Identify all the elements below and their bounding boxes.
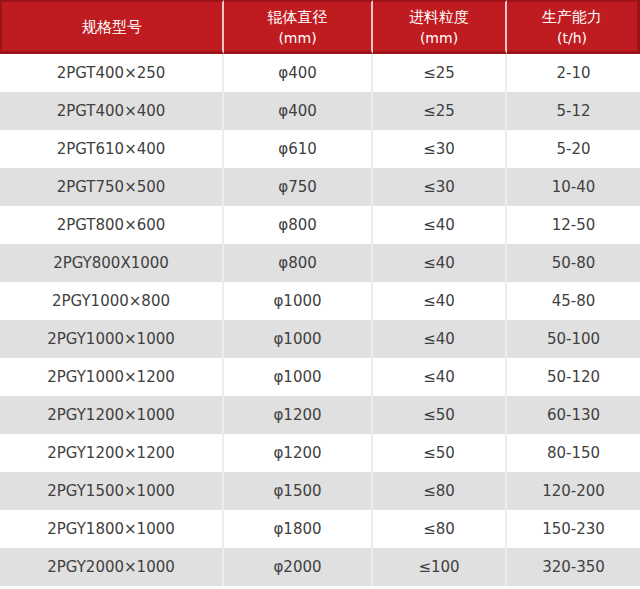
column-header-2: 辊体直径(mm) <box>224 0 373 54</box>
table-body: 2PGT400×250φ400≤252-102PGT400×400φ400≤25… <box>0 54 640 586</box>
column-header-label: 进料粒度 <box>373 6 505 28</box>
table-cell: φ2000 <box>224 548 373 586</box>
table-cell: 12-50 <box>507 206 640 244</box>
table-row: 2PGY1800×1000φ1800≤80150-230 <box>0 510 640 548</box>
table-cell: φ1500 <box>224 472 373 510</box>
table-cell: ≤40 <box>373 282 507 320</box>
table-cell: φ800 <box>224 206 373 244</box>
table-row: 2PGT610×400φ610≤305-20 <box>0 130 640 168</box>
table-cell: ≤25 <box>373 92 507 130</box>
table-cell: 45-80 <box>507 282 640 320</box>
column-header-unit: (mm) <box>373 28 505 48</box>
table-cell: 50-80 <box>507 244 640 282</box>
table-cell: φ1200 <box>224 396 373 434</box>
table-cell: ≤40 <box>373 244 507 282</box>
table-cell: 2PGY1000×1000 <box>0 320 224 358</box>
table-cell: 5-20 <box>507 130 640 168</box>
table-cell: φ1000 <box>224 320 373 358</box>
table-cell: φ1200 <box>224 434 373 472</box>
table-row: 2PGY1200×1200φ1200≤5080-150 <box>0 434 640 472</box>
table-cell: 2PGY2000×1000 <box>0 548 224 586</box>
table-cell: ≤30 <box>373 168 507 206</box>
table-cell: 2PGY1000×1200 <box>0 358 224 396</box>
table-cell: 50-120 <box>507 358 640 396</box>
table-cell: 5-12 <box>507 92 640 130</box>
table-cell: ≤50 <box>373 396 507 434</box>
table-cell: 2-10 <box>507 54 640 92</box>
table-cell: φ1800 <box>224 510 373 548</box>
table-cell: 320-350 <box>507 548 640 586</box>
table-cell: 150-230 <box>507 510 640 548</box>
table-header: 规格型号辊体直径(mm)进料粒度(mm)生产能力(t/h) <box>0 0 640 54</box>
table-row: 2PGT400×250φ400≤252-10 <box>0 54 640 92</box>
table-cell: 2PGY1500×1000 <box>0 472 224 510</box>
table-cell: φ750 <box>224 168 373 206</box>
table-cell: 50-100 <box>507 320 640 358</box>
table-cell: ≤25 <box>373 54 507 92</box>
table-cell: φ1000 <box>224 282 373 320</box>
column-header-unit: (t/h) <box>507 28 637 48</box>
column-header-unit: (mm) <box>224 28 371 48</box>
table-cell: φ1000 <box>224 358 373 396</box>
table-row: 2PGY1000×1000φ1000≤4050-100 <box>0 320 640 358</box>
table-cell: 2PGY1200×1200 <box>0 434 224 472</box>
table-cell: 120-200 <box>507 472 640 510</box>
table-cell: 2PGY1200×1000 <box>0 396 224 434</box>
table-cell: 10-40 <box>507 168 640 206</box>
table-cell: 2PGT750×500 <box>0 168 224 206</box>
table-cell: φ800 <box>224 244 373 282</box>
table-row: 2PGT750×500φ750≤3010-40 <box>0 168 640 206</box>
table-cell: 2PGT610×400 <box>0 130 224 168</box>
table-row: 2PGT400×400φ400≤255-12 <box>0 92 640 130</box>
table-row: 2PGY800X1000φ800≤4050-80 <box>0 244 640 282</box>
table-row: 2PGY1000×800φ1000≤4045-80 <box>0 282 640 320</box>
table-cell: 2PGY1000×800 <box>0 282 224 320</box>
table-cell: 2PGY1800×1000 <box>0 510 224 548</box>
table-cell: ≤80 <box>373 472 507 510</box>
spec-table-page: 规格型号辊体直径(mm)进料粒度(mm)生产能力(t/h) 2PGT400×25… <box>0 0 640 589</box>
column-header-label: 生产能力 <box>507 6 637 28</box>
table-cell: ≤100 <box>373 548 507 586</box>
table-cell: ≤40 <box>373 320 507 358</box>
table-cell: φ400 <box>224 92 373 130</box>
table-row: 2PGY1500×1000φ1500≤80120-200 <box>0 472 640 510</box>
table-row: 2PGT800×600φ800≤4012-50 <box>0 206 640 244</box>
table-row: 2PGY1200×1000φ1200≤5060-130 <box>0 396 640 434</box>
table-cell: 2PGT400×250 <box>0 54 224 92</box>
table-cell: ≤50 <box>373 434 507 472</box>
table-cell: ≤80 <box>373 510 507 548</box>
column-header-3: 进料粒度(mm) <box>373 0 507 54</box>
table-cell: 2PGY800X1000 <box>0 244 224 282</box>
table-cell: ≤30 <box>373 130 507 168</box>
table-cell: 80-150 <box>507 434 640 472</box>
column-header-4: 生产能力(t/h) <box>507 0 640 54</box>
column-header-label: 辊体直径 <box>224 6 371 28</box>
table-cell: φ610 <box>224 130 373 168</box>
table-cell: 60-130 <box>507 396 640 434</box>
table-cell: 2PGT800×600 <box>0 206 224 244</box>
table-cell: ≤40 <box>373 206 507 244</box>
table-row: 2PGY2000×1000φ2000≤100320-350 <box>0 548 640 586</box>
table-cell: 2PGT400×400 <box>0 92 224 130</box>
spec-table: 规格型号辊体直径(mm)进料粒度(mm)生产能力(t/h) 2PGT400×25… <box>0 0 640 586</box>
table-cell: ≤40 <box>373 358 507 396</box>
table-row: 2PGY1000×1200φ1000≤4050-120 <box>0 358 640 396</box>
header-row: 规格型号辊体直径(mm)进料粒度(mm)生产能力(t/h) <box>0 0 640 54</box>
table-cell: φ400 <box>224 54 373 92</box>
column-header-1: 规格型号 <box>0 0 224 54</box>
column-header-label: 规格型号 <box>2 16 222 38</box>
